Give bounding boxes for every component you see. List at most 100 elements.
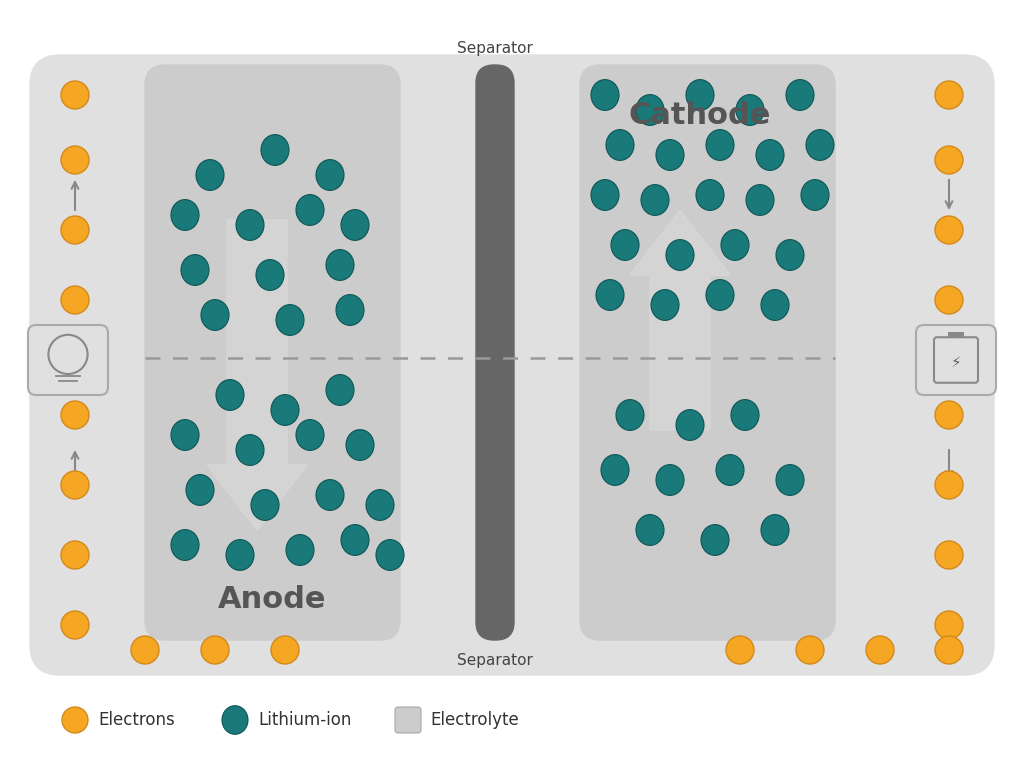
Ellipse shape [776, 465, 804, 496]
FancyBboxPatch shape [30, 55, 994, 675]
Circle shape [61, 146, 89, 174]
Circle shape [935, 401, 963, 429]
Text: Separator: Separator [457, 653, 532, 668]
Ellipse shape [676, 409, 705, 440]
FancyBboxPatch shape [916, 325, 996, 395]
Bar [948, 332, 964, 337]
Ellipse shape [706, 280, 734, 310]
FancyBboxPatch shape [145, 65, 400, 640]
Ellipse shape [271, 395, 299, 425]
Circle shape [61, 286, 89, 314]
FancyBboxPatch shape [580, 65, 835, 640]
Circle shape [62, 707, 88, 733]
Ellipse shape [746, 185, 774, 215]
Ellipse shape [261, 135, 289, 165]
Ellipse shape [296, 195, 324, 225]
Ellipse shape [171, 420, 199, 450]
Circle shape [61, 401, 89, 429]
Ellipse shape [201, 299, 229, 330]
Ellipse shape [756, 139, 784, 171]
Circle shape [935, 216, 963, 244]
Ellipse shape [721, 230, 749, 261]
Ellipse shape [341, 525, 369, 556]
Ellipse shape [706, 130, 734, 161]
Circle shape [935, 146, 963, 174]
Circle shape [726, 636, 754, 664]
Circle shape [271, 636, 299, 664]
FancyArrow shape [630, 210, 730, 430]
Circle shape [935, 471, 963, 499]
Ellipse shape [636, 515, 664, 546]
Ellipse shape [276, 305, 304, 335]
FancyBboxPatch shape [395, 707, 421, 733]
Ellipse shape [616, 399, 644, 431]
Ellipse shape [656, 465, 684, 496]
Ellipse shape [656, 139, 684, 171]
Ellipse shape [236, 210, 264, 240]
Ellipse shape [736, 95, 764, 125]
FancyArrow shape [207, 220, 307, 530]
Text: Anode: Anode [218, 585, 327, 615]
Ellipse shape [326, 374, 354, 406]
Ellipse shape [366, 490, 394, 521]
Ellipse shape [296, 420, 324, 450]
Ellipse shape [196, 160, 224, 190]
Ellipse shape [786, 80, 814, 111]
Ellipse shape [596, 280, 624, 310]
Ellipse shape [666, 240, 694, 271]
Ellipse shape [651, 290, 679, 321]
Ellipse shape [701, 525, 729, 556]
Ellipse shape [601, 455, 629, 485]
Ellipse shape [716, 455, 744, 485]
Text: Lithium-ion: Lithium-ion [258, 711, 351, 729]
Circle shape [61, 471, 89, 499]
Ellipse shape [226, 540, 254, 571]
Ellipse shape [696, 180, 724, 211]
Ellipse shape [591, 80, 618, 111]
Ellipse shape [336, 295, 364, 325]
Ellipse shape [801, 180, 829, 211]
Ellipse shape [376, 540, 404, 571]
Ellipse shape [171, 530, 199, 560]
Ellipse shape [222, 706, 248, 735]
FancyBboxPatch shape [28, 325, 108, 395]
Ellipse shape [641, 185, 669, 215]
Ellipse shape [346, 430, 374, 460]
Text: Electrolyte: Electrolyte [430, 711, 519, 729]
Ellipse shape [186, 475, 214, 506]
Ellipse shape [776, 240, 804, 271]
Ellipse shape [171, 199, 199, 230]
Ellipse shape [251, 490, 279, 521]
Circle shape [935, 636, 963, 664]
Ellipse shape [181, 255, 209, 286]
Ellipse shape [761, 515, 790, 546]
Ellipse shape [286, 534, 314, 565]
Circle shape [935, 611, 963, 639]
Text: ⚡: ⚡ [950, 355, 962, 369]
Ellipse shape [216, 380, 244, 410]
Circle shape [935, 541, 963, 569]
Circle shape [131, 636, 159, 664]
Ellipse shape [761, 290, 790, 321]
Ellipse shape [236, 434, 264, 465]
Ellipse shape [611, 230, 639, 261]
Ellipse shape [341, 210, 369, 240]
Ellipse shape [256, 259, 284, 290]
Ellipse shape [606, 130, 634, 161]
Ellipse shape [686, 80, 714, 111]
Ellipse shape [326, 249, 354, 280]
Text: Separator: Separator [457, 40, 532, 55]
Text: Cathode: Cathode [629, 101, 771, 130]
Circle shape [61, 81, 89, 109]
Ellipse shape [316, 480, 344, 510]
Circle shape [866, 636, 894, 664]
Circle shape [796, 636, 824, 664]
Text: Electrons: Electrons [98, 711, 175, 729]
Ellipse shape [806, 130, 834, 161]
Circle shape [935, 286, 963, 314]
Circle shape [61, 216, 89, 244]
Circle shape [201, 636, 229, 664]
Circle shape [935, 81, 963, 109]
Ellipse shape [316, 160, 344, 190]
Ellipse shape [591, 180, 618, 211]
